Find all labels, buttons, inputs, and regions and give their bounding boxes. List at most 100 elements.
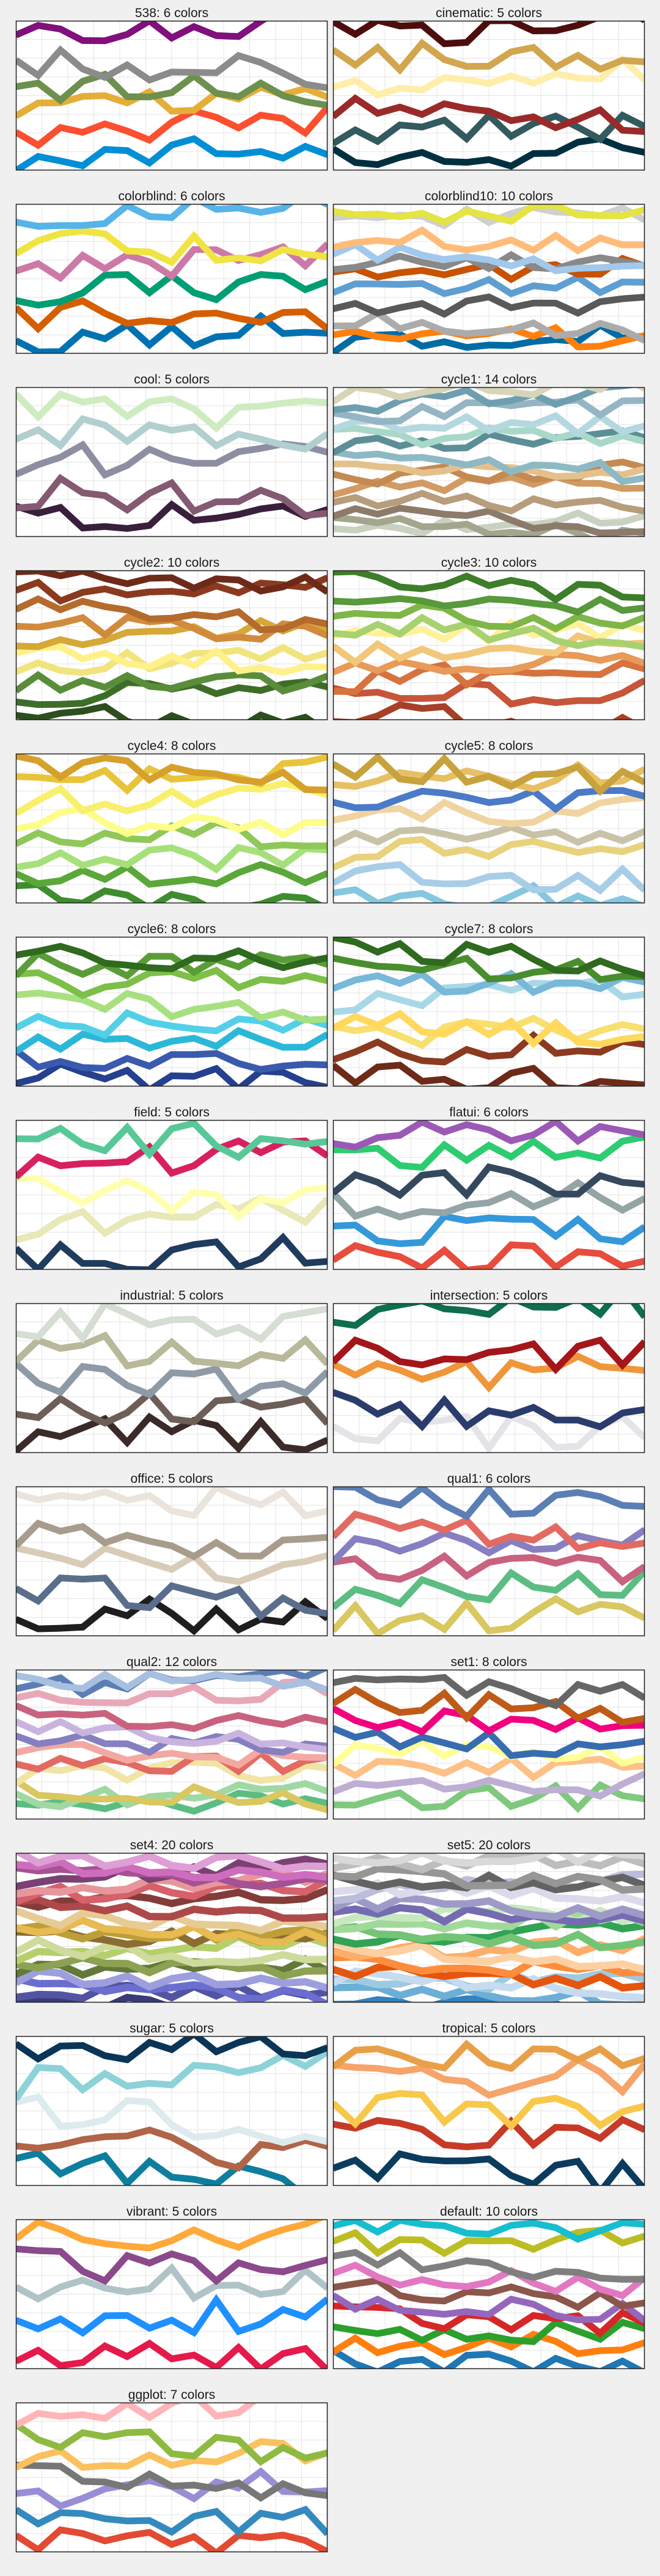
series-line-16 [333, 1871, 645, 1894]
series-line-0 [333, 701, 634, 720]
series-line-1 [333, 514, 645, 537]
series-line-3 [333, 1163, 645, 1200]
series-line-3 [333, 489, 645, 515]
series-line-4 [333, 2292, 645, 2324]
series-line-0 [333, 509, 645, 537]
series-line-3 [333, 54, 645, 99]
plot-frame [332, 203, 645, 354]
series-line-12 [333, 1904, 645, 1926]
series-line-5 [333, 1486, 645, 1521]
plot-frame [332, 387, 645, 537]
series-line-2 [333, 835, 645, 871]
subplot-14: industrial: 5 colors [15, 1289, 328, 1454]
series-line-5 [333, 1705, 645, 1736]
series-line-6 [333, 613, 645, 651]
subplot-5: cycle1: 14 colors [332, 373, 645, 537]
series-line-1 [333, 2116, 645, 2150]
series-line-2 [333, 1754, 645, 1782]
series-line-1 [16, 2126, 328, 2172]
series-line-4 [333, 794, 645, 828]
series-line-3 [16, 415, 328, 453]
subplot-title: cycle7: 8 colors [445, 922, 534, 936]
plot-frame [332, 1669, 645, 1820]
series-line-4 [333, 1303, 645, 1330]
series-line-9 [16, 570, 328, 595]
series-line-1 [333, 861, 645, 895]
series-line-4 [16, 643, 328, 676]
series-line-0 [333, 1412, 645, 1453]
subplot-7: cycle3: 10 colors [332, 556, 645, 721]
series-line-13 [333, 1894, 645, 1921]
series-line-0 [16, 1993, 241, 2003]
series-line-8 [333, 595, 645, 616]
subplot-21: set5: 20 colors [332, 1838, 645, 2003]
series-line-3 [333, 1737, 645, 1767]
subplot-title: flatui: 6 colors [449, 1105, 529, 1119]
series-line-3 [333, 1336, 645, 1375]
series-line-4 [333, 273, 645, 297]
subplot-22: sugar: 5 colors [15, 2021, 328, 2186]
series-line-1 [16, 860, 328, 888]
subplot-title: default: 10 colors [440, 2205, 538, 2219]
subplot-title: ggplot: 7 colors [128, 2388, 215, 2402]
subplot-title: cool: 5 colors [134, 373, 210, 387]
series-line-1 [333, 111, 645, 147]
series-line-7 [16, 1717, 328, 1753]
series-line-7 [16, 754, 328, 794]
subplot-24: vibrant: 5 colors [15, 2205, 328, 2370]
plot-frame [15, 936, 328, 1087]
series-line-3 [333, 1527, 645, 1564]
series-line-2 [333, 1352, 645, 1393]
plot-frame [15, 1119, 328, 1270]
series-line-9 [16, 1677, 328, 1707]
series-line-0 [16, 1232, 328, 1270]
series-line-8 [16, 1702, 328, 1733]
series-line-1 [16, 473, 328, 519]
series-line-4 [16, 1486, 328, 1519]
series-line-3 [16, 1009, 328, 1039]
series-line-1 [333, 1983, 645, 2003]
series-line-3 [16, 70, 328, 109]
subplot-title: office: 5 colors [130, 1472, 213, 1486]
subplot-6: cycle2: 10 colors [15, 556, 328, 721]
series-line-0 [16, 2339, 328, 2369]
series-line-9 [333, 1923, 645, 1952]
series-line-1 [333, 1389, 645, 1432]
subplot-3: colorblind10: 10 colors [332, 189, 645, 354]
plot-frame [15, 1669, 328, 1820]
series-line-3 [16, 2461, 328, 2502]
series-line-7 [333, 937, 645, 979]
plot-frame [332, 936, 645, 1087]
series-line-19 [16, 1853, 328, 1873]
series-line-12 [16, 1886, 328, 1911]
series-line-4 [16, 1120, 328, 1162]
series-line-0 [16, 703, 316, 720]
plot-frame [15, 2219, 328, 2370]
subplot-title: vibrant: 5 colors [127, 2205, 217, 2219]
plot-frame [15, 2402, 328, 2553]
series-line-4 [16, 227, 328, 267]
series-line-0 [333, 135, 645, 170]
series-line-7 [333, 241, 645, 275]
subplot-title: colorblind: 6 colors [118, 189, 225, 203]
series-line-4 [333, 1510, 645, 1552]
subplot-16: office: 5 colors [15, 1472, 328, 1637]
series-line-4 [16, 2219, 326, 2252]
series-line-1 [16, 105, 328, 150]
series-line-3 [16, 644, 328, 677]
series-line-4 [16, 45, 328, 92]
series-line-5 [333, 787, 645, 813]
plot-frame [332, 1486, 645, 1637]
series-line-6 [333, 250, 645, 273]
subplot-1: cinematic: 5 colors [332, 6, 645, 171]
subplot-title: cycle3: 10 colors [441, 556, 537, 570]
series-line-6 [333, 460, 645, 480]
plot-frame [15, 20, 328, 171]
subplot-title: cycle4: 8 colors [128, 739, 216, 753]
series-line-3 [16, 2048, 328, 2101]
series-line-1 [16, 1574, 328, 1621]
series-line-7 [16, 942, 328, 972]
series-line-0 [16, 881, 324, 903]
series-line-3 [16, 1519, 328, 1560]
